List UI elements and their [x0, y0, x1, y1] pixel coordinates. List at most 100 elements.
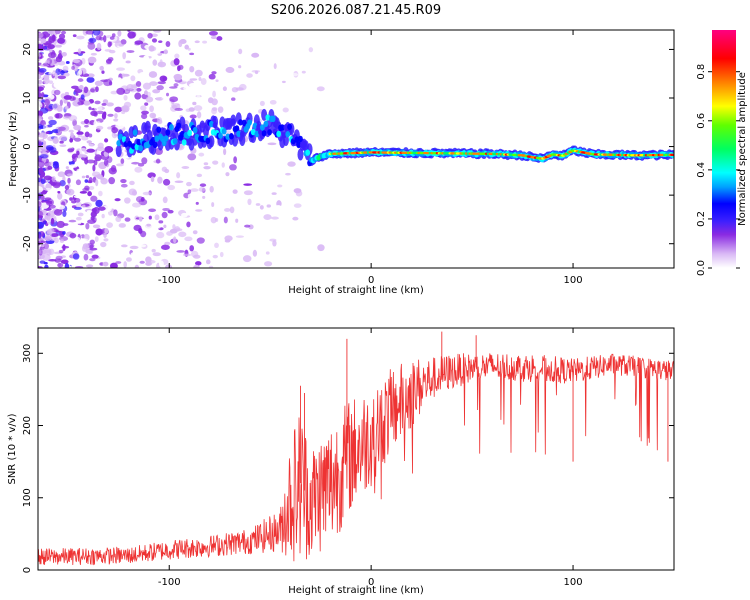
heatmap-cell	[157, 223, 161, 229]
heatmap-cell	[157, 81, 166, 85]
heatmap-cell	[277, 62, 281, 69]
heatmap-cell	[73, 124, 82, 131]
heatmap-cell	[78, 154, 87, 158]
heatmap-cell	[110, 90, 118, 95]
heatmap-cell	[200, 78, 207, 86]
heatmap-cell	[297, 148, 304, 161]
heatmap-cell	[252, 35, 262, 43]
heatmap-cell	[86, 210, 92, 213]
heatmap-cell	[38, 92, 42, 99]
heatmap-cell	[87, 73, 95, 78]
heatmap-cell	[62, 210, 67, 217]
heatmap-cell	[155, 96, 163, 104]
heatmap-cell	[83, 260, 91, 263]
heatmap-cell	[154, 214, 160, 221]
heatmap-cell	[174, 53, 180, 59]
heatmap-cell	[189, 78, 198, 81]
heatmap-cell	[158, 220, 164, 224]
heatmap-cell	[62, 230, 66, 235]
heatmap-cell	[221, 162, 225, 168]
heatmap-cell	[48, 71, 55, 75]
heatmap-cell	[129, 245, 139, 250]
heatmap-cell	[243, 183, 253, 186]
heatmap-cell	[250, 144, 256, 149]
heatmap-cell	[88, 37, 97, 43]
heatmap-cell	[85, 175, 90, 179]
heatmap-cell	[51, 175, 56, 183]
heatmap-cell	[71, 85, 79, 90]
x-tick-label: -100	[158, 577, 181, 588]
heatmap-cell	[70, 132, 74, 138]
heatmap-cell	[67, 148, 74, 153]
heatmap-cell	[94, 100, 101, 105]
heatmap-cell	[161, 95, 168, 101]
heatmap-cell	[100, 65, 104, 71]
heatmap-cell	[192, 230, 198, 235]
heatmap-cell	[90, 195, 98, 202]
heatmap-cell	[38, 132, 46, 138]
heatmap-cell	[38, 248, 43, 256]
heatmap-cell	[164, 241, 171, 246]
heatmap-cell	[172, 103, 180, 106]
heatmap-cell	[107, 126, 113, 130]
heatmap-cell	[196, 211, 201, 216]
heatmap-cell	[164, 168, 170, 174]
heatmap-cell	[38, 37, 42, 42]
heatmap-cell	[160, 244, 170, 250]
heatmap-cell	[277, 184, 283, 188]
heatmap-cell	[247, 38, 254, 42]
heatmap-cell	[83, 100, 91, 106]
heatmap-cell	[82, 243, 90, 250]
heatmap-cell	[156, 126, 162, 133]
heatmap-cell	[108, 49, 116, 54]
heatmap-cell	[62, 244, 66, 252]
heatmap-cell	[123, 261, 127, 268]
x-tick-label: 0	[368, 275, 374, 286]
heatmap-cell	[89, 239, 95, 245]
heatmap-cell	[261, 130, 267, 137]
heatmap-cell	[132, 202, 142, 208]
heatmap-cell	[280, 98, 289, 107]
heatmap-cell	[148, 208, 157, 213]
heatmap-cell	[116, 139, 122, 147]
heatmap-cell	[207, 97, 214, 104]
heatmap-cell	[127, 31, 136, 39]
heatmap-cell	[75, 265, 84, 268]
heatmap-cell	[120, 183, 128, 188]
heatmap-cell	[192, 101, 197, 106]
heatmap-cell	[50, 189, 58, 196]
heatmap-cell	[107, 156, 113, 164]
heatmap-cell	[87, 191, 92, 197]
heatmap-cell	[123, 109, 129, 113]
heatmap-cell	[144, 120, 151, 133]
heatmap-cell	[285, 172, 291, 176]
heatmap-cell	[256, 123, 262, 131]
heatmap-cell	[122, 52, 127, 60]
heatmap-cell	[96, 125, 104, 130]
heatmap-cell	[287, 123, 292, 131]
heatmap-cell	[151, 248, 156, 253]
heatmap-cell	[294, 136, 300, 143]
heatmap-cell	[176, 250, 185, 253]
heatmap-cell	[282, 107, 289, 113]
heatmap-cell	[223, 216, 228, 224]
heatmap-cell	[137, 162, 145, 167]
heatmap-cell	[138, 216, 143, 220]
heatmap-cell	[252, 249, 258, 257]
heatmap-cell	[117, 118, 126, 124]
heatmap-cell	[140, 182, 150, 190]
heatmap-cell	[72, 253, 80, 260]
heatmap-cell	[76, 131, 84, 136]
heatmap-cell	[250, 128, 256, 136]
heatmap-cell	[193, 167, 198, 174]
heatmap-cell	[235, 218, 239, 223]
colorbar-tick-label: 0.6	[696, 113, 707, 129]
heatmap-cell	[120, 244, 128, 248]
heatmap-cell	[78, 85, 84, 90]
heatmap-cell	[103, 158, 109, 166]
heatmap-cell	[208, 135, 215, 148]
heatmap-cell	[237, 167, 246, 173]
heatmap-cell	[211, 107, 218, 111]
heatmap-cell	[234, 248, 243, 252]
y-tick-label: 200	[22, 416, 33, 435]
